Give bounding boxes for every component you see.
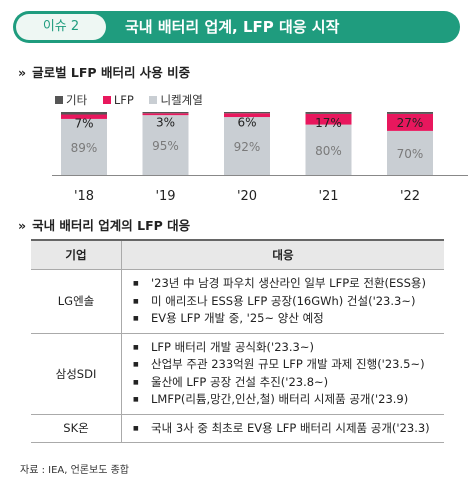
bar-nickel — [305, 124, 352, 175]
response-cell: 국내 3사 중 최초로 EV용 LFP 배터리 시제품 공개('23.3) — [121, 414, 444, 443]
table-row: SK온 국내 3사 중 최초로 EV용 LFP 배터리 시제품 공개('23.3… — [31, 414, 444, 443]
legend-swatch-other — [55, 96, 63, 104]
bar-other — [387, 112, 433, 114]
data-label-nickel: 70% — [397, 147, 424, 161]
column-header-response: 대응 — [121, 239, 444, 270]
column-header-company: 기업 — [31, 239, 122, 270]
legend-item-other: 기타 — [55, 92, 87, 108]
data-label-lfp: 6% — [237, 115, 256, 129]
data-label-lfp: 27% — [397, 116, 424, 130]
legend-item-lfp: LFP — [102, 93, 134, 107]
section-arrow-icon: » — [18, 218, 27, 233]
legend-swatch-nickel — [149, 96, 158, 104]
bar-other — [61, 112, 107, 115]
list-item: 울산에 LFP 공장 건설 추진('23.8~) — [133, 374, 443, 392]
issue-header: 이슈 2 국내 배터리 업계, LFP 대응 시작 — [13, 11, 460, 43]
bar-lfp — [387, 113, 433, 131]
bar-other — [305, 112, 352, 114]
legend-item-nickel: 니켈계열 — [149, 92, 203, 108]
bar-other — [224, 112, 270, 114]
list-item: 산업부 주관 233억원 규모 LFP 개발 과제 진행('23.5~) — [133, 356, 443, 374]
list-item: 미 애리조나 ESS용 LFP 공장(16GWh) 건설('23.3~) — [133, 293, 443, 311]
data-label-nickel: 95% — [152, 139, 179, 153]
chart-title: 글로벌 LFP 배터리 사용 비중 — [32, 65, 191, 80]
section-arrow-icon: » — [18, 65, 27, 80]
x-tick-label: '22 — [400, 189, 420, 204]
table-title: 국내 배터리 업계의 LFP 대응 — [32, 218, 191, 233]
bar-lfp — [305, 113, 352, 125]
x-tick-label: '20 — [237, 189, 257, 204]
table-section-title: » 국내 배터리 업계의 LFP 대응 — [18, 215, 190, 234]
list-item: EV용 LFP 개발 중, '25~ 양산 예정 — [133, 310, 443, 328]
bar-other — [142, 112, 189, 114]
bar-nickel — [61, 118, 107, 175]
data-label-lfp: 17% — [315, 116, 342, 130]
lfp-share-chart: 89% 7% '18 95% 3% '19 92% 6% '20 80% 17% '21 70% 27% '… — [52, 112, 468, 204]
data-label-nickel: 92% — [234, 140, 261, 154]
data-label-lfp: 3% — [156, 115, 175, 129]
bar-nickel — [142, 115, 189, 175]
response-cell: LFP 배터리 개발 공식화('23.3~) 산업부 주관 233억원 규모 L… — [121, 333, 444, 415]
legend-label-other: 기타 — [66, 93, 88, 107]
bar-nickel — [387, 130, 433, 175]
data-label-nickel: 89% — [71, 141, 98, 155]
company-cell: 삼성SDI — [31, 333, 122, 415]
legend-label-nickel: 니켈계열 — [160, 93, 203, 107]
bar-nickel — [224, 117, 270, 175]
list-item: '23년 中 남경 파우치 생산라인 일부 LFP로 전환(ESS용) — [133, 275, 443, 293]
chart-legend: 기타 LFP 니켈계열 — [55, 92, 215, 108]
x-tick-label: '19 — [155, 189, 175, 204]
company-cell: LG엔솔 — [31, 269, 122, 334]
page-title: 국내 배터리 업계, LFP 대응 시작 — [125, 18, 340, 36]
table-row: LG엔솔 '23년 中 남경 파우치 생산라인 일부 LFP로 전환(ESS용)… — [31, 269, 444, 334]
list-item: LFP 배터리 개발 공식화('23.3~) — [133, 339, 443, 357]
bar-lfp — [61, 114, 107, 119]
table-row: 삼성SDI LFP 배터리 개발 공식화('23.3~) 산업부 주관 233억… — [31, 333, 444, 415]
issue-badge: 이슈 2 — [16, 14, 106, 40]
chart-section-title: » 글로벌 LFP 배터리 사용 비중 — [18, 62, 190, 81]
company-cell: SK온 — [31, 414, 122, 443]
data-label-nickel: 80% — [315, 144, 342, 158]
legend-label-lfp: LFP — [113, 93, 134, 107]
response-cell: '23년 中 남경 파우치 생산라인 일부 LFP로 전환(ESS용) 미 애리… — [121, 269, 444, 334]
response-table: 기업 대응 LG엔솔 '23년 中 남경 파우치 생산라인 일부 LFP로 전환… — [31, 239, 444, 443]
x-tick-label: '21 — [318, 189, 338, 204]
list-item: LMFP(리튬,망간,인산,철) 배터리 시제품 공개('23.9) — [133, 391, 443, 409]
table-header-row: 기업 대응 — [31, 239, 444, 270]
legend-swatch-lfp — [102, 96, 111, 104]
list-item: 국내 3사 중 최초로 EV용 LFP 배터리 시제품 공개('23.3) — [133, 420, 443, 438]
data-label-lfp: 7% — [74, 117, 93, 131]
bar-lfp — [224, 113, 270, 118]
bar-lfp — [142, 113, 189, 116]
x-tick-label: '18 — [74, 189, 94, 204]
source-note: 자료 : IEA, 언론보도 종합 — [20, 465, 129, 476]
